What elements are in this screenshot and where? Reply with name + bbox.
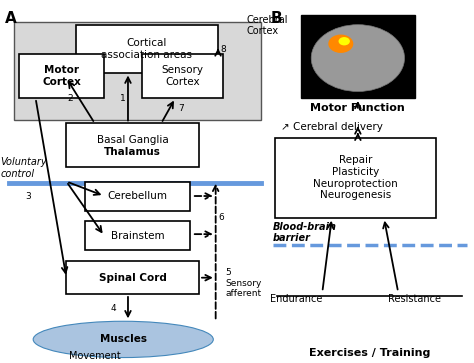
Text: 8: 8: [220, 45, 226, 53]
Text: Motor
Cortex: Motor Cortex: [42, 65, 81, 87]
Text: 7: 7: [178, 105, 183, 113]
Text: B: B: [270, 11, 282, 26]
Text: Exercises / Training: Exercises / Training: [309, 347, 430, 358]
FancyBboxPatch shape: [142, 54, 223, 98]
FancyBboxPatch shape: [66, 261, 199, 294]
Text: Basal Ganglia: Basal Ganglia: [97, 135, 169, 145]
Ellipse shape: [338, 37, 350, 45]
FancyBboxPatch shape: [66, 123, 199, 167]
FancyBboxPatch shape: [85, 221, 190, 250]
Text: Repair
Plasticity
Neuroprotection
Neurogenesis: Repair Plasticity Neuroprotection Neurog…: [313, 155, 398, 200]
Text: Voluntary
control: Voluntary control: [0, 157, 47, 179]
FancyBboxPatch shape: [76, 25, 218, 73]
Text: Cortical
association areas: Cortical association areas: [101, 38, 192, 60]
Text: Resistance: Resistance: [388, 294, 441, 304]
Text: 1: 1: [120, 94, 126, 102]
FancyBboxPatch shape: [19, 54, 104, 98]
Text: Movement: Movement: [69, 351, 121, 361]
Text: Sensory
Cortex: Sensory Cortex: [162, 65, 203, 87]
Text: Spinal Cord: Spinal Cord: [99, 273, 167, 283]
Ellipse shape: [328, 34, 353, 53]
Text: 6: 6: [218, 213, 224, 222]
Ellipse shape: [311, 25, 404, 91]
Text: Cerebellum: Cerebellum: [108, 191, 167, 201]
Text: 3: 3: [25, 192, 31, 200]
Text: 2: 2: [68, 94, 73, 102]
FancyBboxPatch shape: [301, 15, 415, 98]
Text: Motor Function: Motor Function: [310, 103, 405, 114]
Text: Cerebral
Cortex: Cerebral Cortex: [246, 15, 288, 36]
Text: ↗ Cerebral delivery: ↗ Cerebral delivery: [281, 122, 383, 132]
Text: 5
Sensory
afferent: 5 Sensory afferent: [225, 268, 262, 298]
Text: Brainstem: Brainstem: [110, 231, 164, 241]
Text: Thalamus: Thalamus: [104, 147, 161, 157]
Text: 4: 4: [110, 304, 116, 313]
FancyBboxPatch shape: [275, 138, 436, 218]
FancyBboxPatch shape: [14, 22, 261, 120]
FancyBboxPatch shape: [85, 182, 190, 211]
Text: Blood-brain
barrier: Blood-brain barrier: [273, 221, 337, 243]
Text: Endurance: Endurance: [270, 294, 322, 304]
Text: A: A: [5, 11, 17, 26]
Ellipse shape: [33, 321, 213, 358]
Text: Muscles: Muscles: [100, 334, 147, 344]
